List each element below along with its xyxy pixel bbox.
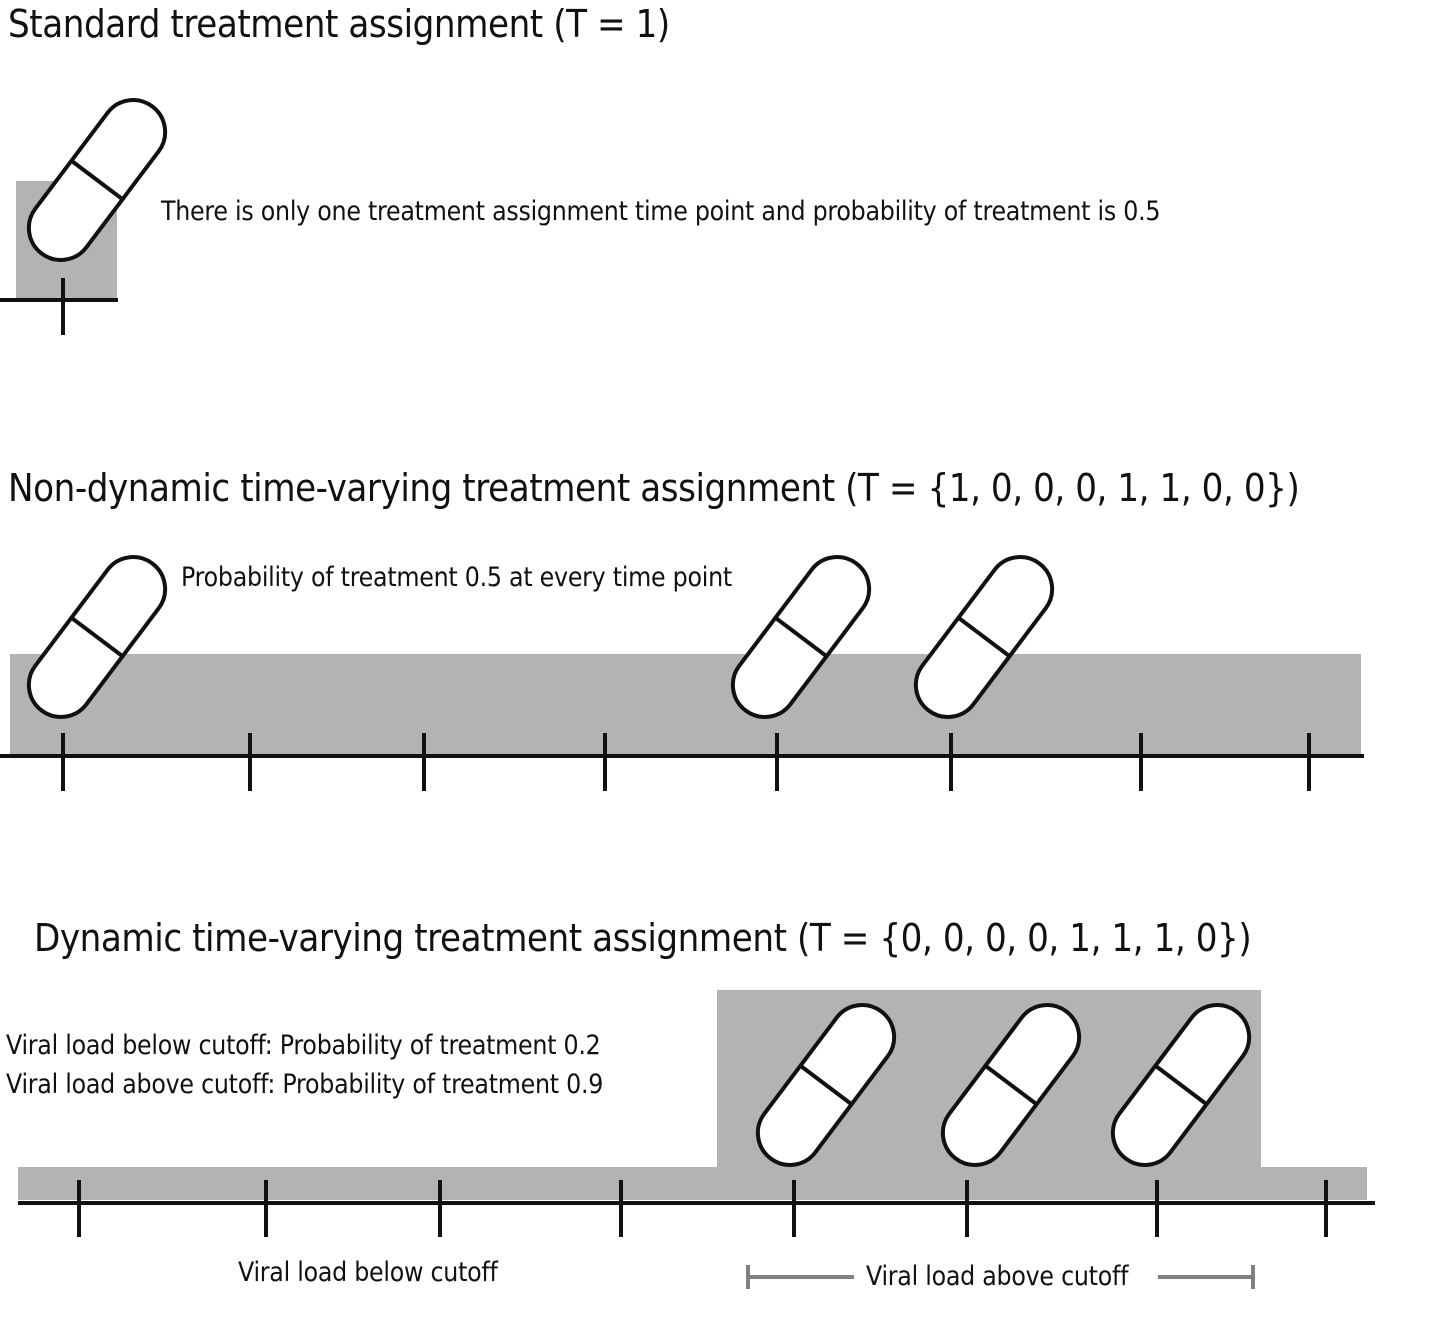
below-cutoff-label: Viral load below cutoff (238, 1257, 498, 1288)
dynamic-panel (18, 990, 1375, 1289)
dynamic-title: Dynamic time-varying treatment assignmen… (34, 916, 1252, 960)
dynamic-note-below-cutoff: Viral load below cutoff: Probability of … (6, 1030, 601, 1061)
nondynamic-panel (0, 542, 1364, 791)
above-cutoff-label: Viral load above cutoff (866, 1261, 1129, 1292)
dynamic-note-above-cutoff: Viral load above cutoff: Probability of … (6, 1069, 604, 1100)
nondynamic-title: Non-dynamic time-varying treatment assig… (8, 466, 1300, 510)
above-cutoff-bracket (746, 1265, 1255, 1289)
nondynamic-probability-band (10, 654, 1361, 754)
standard-panel (0, 85, 180, 335)
standard-title: Standard treatment assignment (T = 1) (8, 2, 670, 46)
nondynamic-note: Probability of treatment 0.5 at every ti… (181, 562, 732, 593)
standard-note: There is only one treatment assignment t… (161, 196, 1161, 227)
